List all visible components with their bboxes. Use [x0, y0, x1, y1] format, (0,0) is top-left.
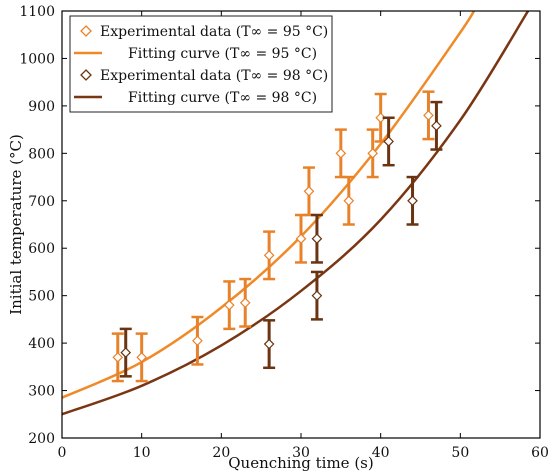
- y-tick-label: 600: [28, 241, 55, 257]
- data-point: [135, 332, 148, 383]
- y-tick-label: 1000: [19, 51, 55, 67]
- legend-item: Experimental data (T∞ = 98 °C): [80, 68, 328, 84]
- diamond-marker: [431, 120, 442, 132]
- data-point: [263, 230, 276, 281]
- data-point: [119, 327, 132, 378]
- data-point: [295, 213, 307, 264]
- diamond-marker: [407, 195, 418, 207]
- diamond-marker: [383, 136, 394, 147]
- diamond-marker: [263, 249, 275, 261]
- diamond-marker: [263, 338, 275, 350]
- data-point: [191, 315, 204, 366]
- diamond-marker: [311, 233, 323, 245]
- data-point: [310, 270, 323, 321]
- legend-item: Fitting curve (T∞ = 95 °C): [74, 46, 317, 62]
- x-tick-label: 40: [372, 445, 390, 461]
- diamond-marker: [239, 297, 251, 309]
- data-point: [342, 175, 355, 226]
- legend-label: Fitting curve (T∞ = 95 °C): [128, 46, 317, 62]
- x-tick-label: 0: [58, 445, 67, 461]
- y-tick-label: 1100: [19, 4, 55, 20]
- y-tick-label: 800: [28, 146, 55, 162]
- diamond-marker: [223, 299, 235, 311]
- legend-box: [69, 15, 333, 113]
- data-point: [334, 128, 347, 179]
- legend-marker-icon: [80, 69, 92, 81]
- data-point: [111, 332, 124, 383]
- data-point: [302, 166, 315, 217]
- legend-item: Experimental data (T∞ = 95 °C): [80, 24, 328, 40]
- x-tick-label: 50: [451, 445, 469, 461]
- diamond-marker: [120, 347, 132, 358]
- y-tick-label: 900: [28, 99, 55, 115]
- data-point: [422, 90, 435, 141]
- y-tick-label: 700: [28, 194, 55, 210]
- x-axis-label: Quenching time (s): [228, 454, 373, 472]
- diamond-marker: [303, 185, 315, 197]
- diamond-marker: [112, 351, 124, 363]
- y-axis-label: Initial temperature (°C): [7, 134, 25, 315]
- y-tick-label: 200: [28, 431, 55, 447]
- axis-ticks: 0 10 20 30 40 50 60 200 300 400 500 600 700 800 900 100…: [19, 4, 549, 461]
- diamond-marker: [343, 195, 355, 207]
- legend-label: Fitting curve (T∞ = 98 °C): [128, 90, 317, 106]
- experimental-points: [111, 90, 443, 383]
- diamond-marker: [192, 335, 203, 347]
- x-tick-label: 60: [531, 445, 549, 461]
- fitting-curve-1: [62, 11, 530, 416]
- y-tick-label: 400: [28, 336, 55, 352]
- legend-label: Experimental data (T∞ = 95 °C): [100, 24, 328, 40]
- x-tick-label: 10: [133, 445, 151, 461]
- diamond-marker: [295, 233, 307, 245]
- legend: Experimental data (T∞ = 95 °C) Fitting cu…: [69, 15, 333, 113]
- data-point: [239, 277, 252, 328]
- legend-label: Experimental data (T∞ = 98 °C): [100, 68, 328, 84]
- diamond-marker: [367, 147, 379, 159]
- diamond-marker: [335, 147, 347, 159]
- data-point: [382, 116, 395, 167]
- data-point: [263, 319, 276, 370]
- diamond-marker: [311, 290, 323, 302]
- data-point: [310, 213, 323, 264]
- y-tick-label: 500: [28, 289, 55, 305]
- y-tick-label: 300: [28, 384, 55, 400]
- legend-item: Fitting curve (T∞ = 98 °C): [74, 90, 317, 106]
- data-point: [366, 128, 379, 179]
- diamond-marker: [423, 110, 434, 121]
- x-tick-label: 20: [212, 445, 230, 461]
- diamond-marker: [375, 112, 387, 124]
- data-point: [406, 175, 419, 226]
- legend-marker-icon: [80, 25, 92, 37]
- data-point: [430, 100, 443, 151]
- data-point: [223, 280, 236, 331]
- diamond-marker: [136, 351, 148, 363]
- x-tick-label: 30: [292, 445, 310, 461]
